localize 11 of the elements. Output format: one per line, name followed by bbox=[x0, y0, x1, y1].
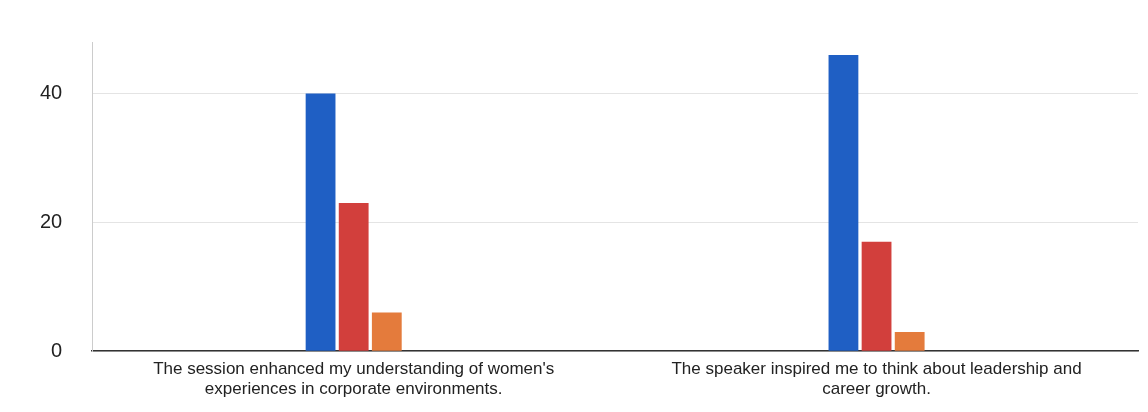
x-tick-label: The session enhanced my understanding of women's experiences in corporate environments. bbox=[153, 359, 555, 399]
y-tick-label: 20 bbox=[40, 209, 63, 232]
bar bbox=[894, 331, 925, 351]
y-tick-label: 0 bbox=[51, 338, 63, 361]
y-tick-label: 40 bbox=[40, 81, 63, 104]
x-tick-label: The speaker inspired me to think about leadership and career growth. bbox=[671, 359, 1082, 399]
bar bbox=[338, 203, 369, 351]
bar bbox=[861, 241, 892, 351]
bar bbox=[305, 93, 336, 351]
bar bbox=[828, 54, 859, 351]
bar bbox=[371, 312, 402, 351]
